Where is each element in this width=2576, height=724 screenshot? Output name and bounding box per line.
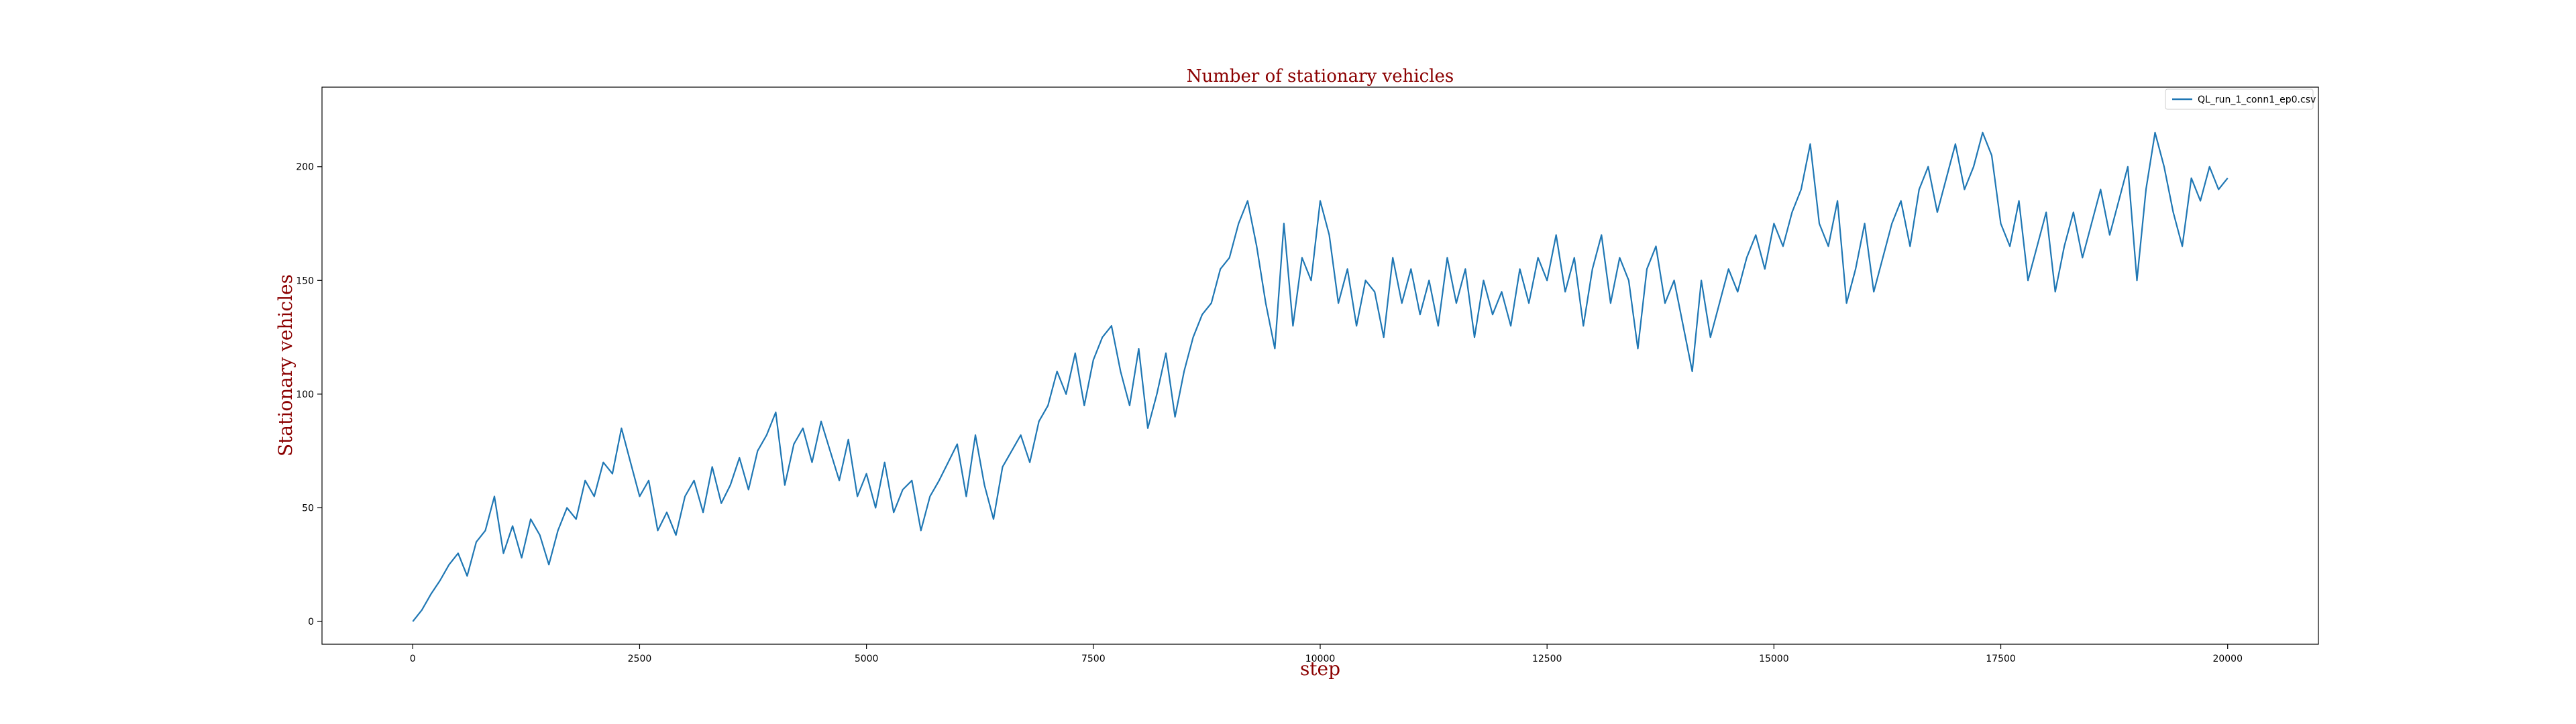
- plot-area: [412, 131, 2229, 622]
- chart-title: Number of stationary vehicles: [1187, 66, 1454, 86]
- y-tick-label: 200: [296, 162, 314, 173]
- y-tick-label: 50: [302, 503, 314, 514]
- series-line-0: [412, 131, 2229, 622]
- x-tick-label: 20000: [2212, 654, 2243, 664]
- x-tick-label: 10000: [1305, 654, 1336, 664]
- y-tick-label: 150: [296, 276, 314, 286]
- y-tick-label: 0: [308, 617, 314, 627]
- axes-frame: [321, 86, 2319, 645]
- x-tick-label: 5000: [855, 654, 879, 664]
- y-axis-label: Stationary vehicles: [274, 274, 297, 457]
- y-tick-label: 100: [296, 389, 314, 400]
- x-axis-label: step: [1300, 658, 1340, 680]
- x-axis-ticks: 0 2500 5000 7500 10000 12500 15000 17500 20000: [410, 644, 2243, 664]
- x-tick-label: 7500: [1081, 654, 1106, 664]
- x-tick-label: 17500: [1986, 654, 2016, 664]
- x-tick-label: 15000: [1759, 654, 1789, 664]
- x-tick-label: 2500: [628, 654, 652, 664]
- y-axis-ticks: 0 50 100 150 200: [296, 162, 322, 627]
- x-tick-label: 0: [410, 654, 416, 664]
- x-tick-label: 12500: [1532, 654, 1562, 664]
- legend: QL_run_1_conn1_ep0.csv: [2165, 88, 2316, 110]
- legend-box: [2165, 88, 2314, 110]
- legend-entry: QL_run_1_conn1_ep0.csv: [2198, 95, 2316, 105]
